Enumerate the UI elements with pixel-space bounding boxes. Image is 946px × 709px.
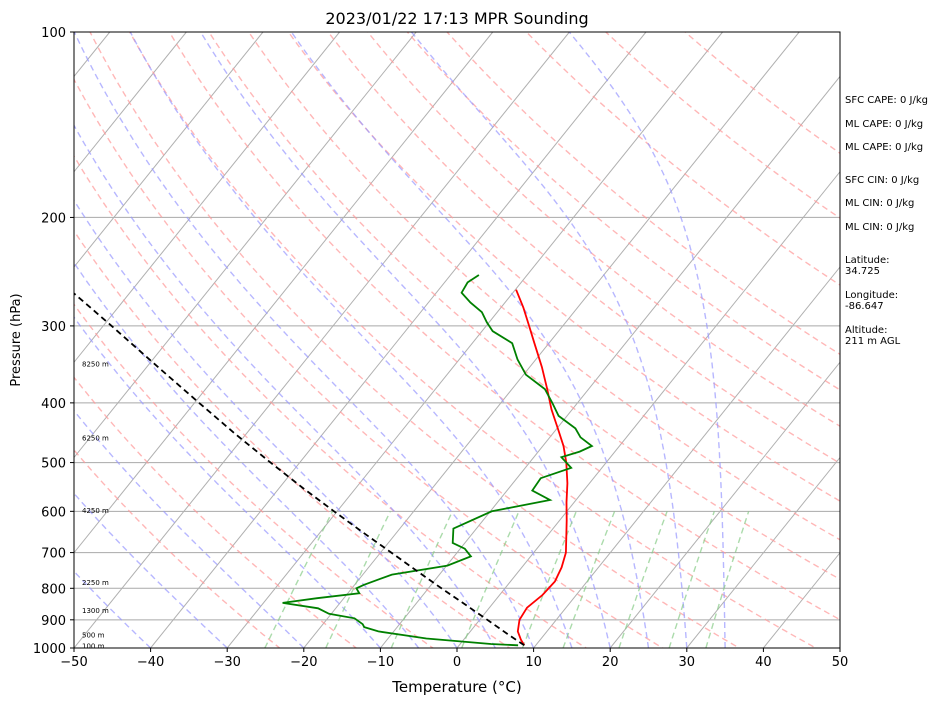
x-tick-label: 40 <box>755 655 772 670</box>
x-tick-label: 30 <box>679 655 696 670</box>
isotherm-line <box>74 32 569 648</box>
y-tick-label: 900 <box>41 614 66 629</box>
ml-cin-label: ML CIN: 0 J/kg <box>845 198 914 209</box>
y-tick-label: 300 <box>41 320 66 335</box>
height-label: 1300 m <box>82 607 109 615</box>
x-tick-label: 0 <box>453 655 461 670</box>
height-label: 500 m <box>82 631 105 639</box>
y-tick-label: 1000 <box>33 642 66 657</box>
moist-adiabat-line <box>569 32 725 648</box>
moist-adiabat-line <box>0 32 457 648</box>
moist-adiabat-line <box>74 32 533 648</box>
isotherm-line <box>380 32 875 648</box>
longitude-label: Longitude: -86.647 <box>845 290 898 312</box>
y-tick-label: 100 <box>41 26 66 41</box>
moist-adiabat-line <box>29 32 496 648</box>
x-tick-label: 10 <box>525 655 542 670</box>
mixing-ratio-line <box>265 511 333 648</box>
y-tick-label: 700 <box>41 547 66 562</box>
ml-cape-label: ML CAPE: 0 J/kg <box>845 119 923 130</box>
x-tick-label: −40 <box>137 655 164 670</box>
dry-adiabat-line <box>161 18 917 661</box>
isotherm-line <box>304 32 799 648</box>
y-axis-label: Pressure (hPa) <box>9 293 24 386</box>
isotherm-line <box>227 32 722 648</box>
x-tick-label: −50 <box>60 655 87 670</box>
sfc-cape-label: SFC CAPE: 0 J/kg <box>845 95 928 106</box>
dry-adiabat-line <box>0 18 451 661</box>
y-tick-label: 500 <box>41 457 66 472</box>
y-tick-label: 400 <box>41 397 66 412</box>
isotherm-line <box>0 32 186 648</box>
height-label: 100 m <box>82 643 105 651</box>
temperature-profile-line <box>516 290 567 646</box>
x-tick-label: −20 <box>290 655 317 670</box>
y-tick-label: 600 <box>41 505 66 520</box>
dry-adiabat-line <box>670 18 946 661</box>
mixing-ratio-line <box>462 511 519 648</box>
sfc-cin-label: SFC CIN: 0 J/kg <box>845 175 919 186</box>
y-tick-label: 800 <box>41 582 66 597</box>
x-tick-label: 50 <box>832 655 849 670</box>
x-tick-label: −30 <box>213 655 240 670</box>
x-tick-label: 20 <box>602 655 619 670</box>
height-label: 4250 m <box>82 507 109 515</box>
mixing-ratio-line <box>619 511 667 648</box>
mixing-ratio-line <box>563 511 615 648</box>
chart-title: 2023/01/22 17:13 MPR Sounding <box>325 9 588 28</box>
dry-adiabat-line <box>0 18 374 661</box>
height-label: 2250 m <box>82 579 109 587</box>
altitude-label: Altitude: 211 m AGL <box>845 325 900 347</box>
ml-cape-label-2: ML CAPE: 0 J/kg <box>845 142 923 153</box>
moist-adiabat-line <box>201 32 611 648</box>
mixing-ratio-line <box>523 511 577 648</box>
moist-adiabat-line <box>0 32 227 648</box>
y-tick-label: 200 <box>41 211 66 226</box>
x-tick-label: −10 <box>367 655 394 670</box>
x-axis-label: Temperature (°C) <box>391 678 521 696</box>
dry-adiabat-line <box>200 18 946 661</box>
dry-adiabat-line <box>0 18 296 661</box>
ml-cin-label-2: ML CIN: 0 J/kg <box>845 222 914 233</box>
latitude-label: Latitude: 34.725 <box>845 255 890 277</box>
dry-adiabat-line <box>83 18 762 661</box>
height-label: 6250 m <box>82 434 109 442</box>
height-label: 8250 m <box>82 360 109 368</box>
isotherm-line <box>151 32 646 648</box>
